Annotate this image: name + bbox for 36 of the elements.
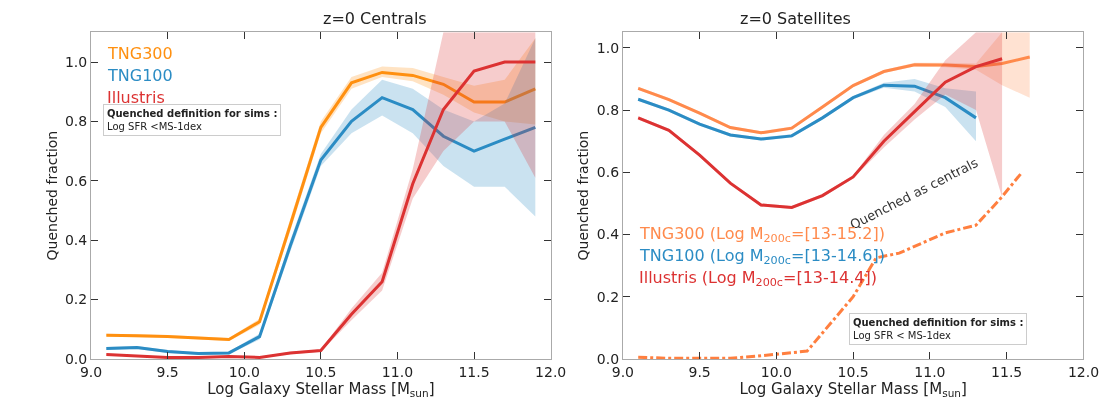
y-axis-title: Quenched fraction: [43, 130, 60, 261]
x-tick-label: 12.0: [535, 363, 567, 380]
text: Illustris: [107, 88, 165, 107]
y-tick-label: 1.0: [64, 53, 88, 70]
x-axis-title: Log Galaxy Stellar Mass [M$_{sun}$]: [207, 379, 435, 399]
y-tick-label: 0.4: [596, 226, 620, 243]
x-tick-label: 12.0: [1067, 363, 1100, 380]
y-tick-label: 0.8: [64, 113, 88, 130]
x-tick-label: 10.0: [228, 363, 260, 380]
x-axis-title: Log Galaxy Stellar Mass [M$_{sun}$]: [739, 379, 967, 399]
x-tick-label: 11.0: [914, 363, 946, 380]
annotation: Quenched definition for sims : Log SFR < MS-1dex: [853, 317, 1024, 341]
y-axis-title: Quenched fraction: [575, 130, 592, 261]
line-series: [636, 55, 1032, 135]
y-tick-label: 1.0: [596, 39, 620, 56]
y-tick-label: 0.4: [64, 232, 88, 249]
chart-title: z=0 Satellites: [740, 9, 851, 28]
text: TNG100 (Log M$_{200c}$=[13-14.6]): [639, 246, 885, 268]
y-tick-label: 0.2: [64, 291, 88, 308]
x-tick-label: 9.5: [688, 363, 711, 380]
x-tick-label: 9.5: [156, 363, 179, 380]
x-tick-label: 10.0: [760, 363, 792, 380]
x-tick-label: 11.5: [991, 363, 1023, 380]
x-tick-label: 11.0: [381, 363, 414, 380]
text: Illustris (Log M$_{200c}$=[13-14.4]): [639, 268, 877, 290]
text: TNG300: [107, 44, 173, 63]
x-tick-label: 10.5: [837, 363, 869, 380]
y-tick-label: 0.2: [596, 288, 620, 305]
y-tick-label: 0.8: [596, 102, 620, 118]
annotation: Quenched definition for sims : Log SFR <MS-1dex: [107, 108, 278, 132]
text: TNG100: [107, 66, 173, 85]
x-tick-label: 10.5: [305, 363, 337, 380]
y-tick-label: 0.6: [64, 172, 88, 189]
chart-title: z=0 Centrals: [323, 9, 427, 28]
x-tick-label: 11.5: [458, 363, 490, 380]
y-tick-label: 0.6: [596, 164, 620, 181]
